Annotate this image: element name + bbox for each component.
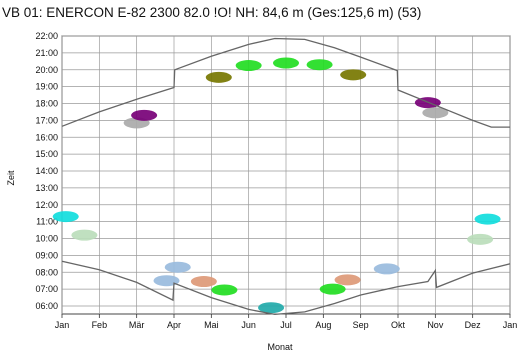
y-tick-label: 15:00	[35, 149, 58, 159]
x-tick-label: Nov	[427, 320, 444, 330]
shadow-blob	[258, 302, 285, 314]
shadow-blob	[71, 229, 98, 241]
y-tick-label: 09:00	[35, 250, 58, 260]
shadow-blob	[334, 274, 361, 286]
x-tick-label: Feb	[92, 320, 108, 330]
sunset-curve	[61, 37, 510, 128]
y-tick-label: 14:00	[35, 166, 58, 176]
y-tick-label: 06:00	[35, 301, 58, 311]
x-tick-label: Sep	[353, 320, 369, 330]
y-tick-label: 19:00	[35, 82, 58, 92]
shadow-blob	[190, 276, 217, 288]
y-tick-label: 07:00	[35, 284, 58, 294]
y-axis-label: Zeit	[6, 170, 16, 186]
x-tick-label: Jan	[55, 320, 70, 330]
shadow-blob	[340, 69, 367, 81]
y-tick-label: 20:00	[35, 65, 58, 75]
shadow-blob	[131, 109, 158, 121]
x-tick-label: Mai	[204, 320, 219, 330]
shadow-blob	[422, 107, 449, 119]
x-tick-label: Jul	[280, 320, 292, 330]
y-tick-label: 16:00	[35, 132, 58, 142]
sunrise-curve	[61, 260, 511, 316]
shadow-blob	[205, 71, 232, 83]
y-tick-label: 22:00	[35, 31, 58, 41]
x-tick-label: Dez	[465, 320, 482, 330]
shadow-blob	[153, 275, 180, 287]
y-tick-label: 17:00	[35, 115, 58, 125]
y-tick-label: 13:00	[35, 183, 58, 193]
y-tick-label: 08:00	[35, 267, 58, 277]
shadow-blob	[373, 263, 400, 275]
shadow-blob	[319, 283, 346, 295]
shadow-blob	[52, 211, 79, 223]
shadow-blob	[467, 233, 494, 245]
shadow-blob	[211, 284, 238, 296]
chart-title: VB 01: ENERCON E-82 2300 82.0 !O! NH: 84…	[2, 5, 422, 20]
x-tick-label: Jun	[241, 320, 256, 330]
x-tick-label: Mär	[129, 320, 145, 330]
y-tick-label: 18:00	[35, 99, 58, 109]
shadow-blob	[273, 57, 299, 69]
y-tick-label: 21:00	[35, 48, 58, 58]
x-axis-label: Monat	[267, 342, 293, 351]
x-tick-label: Apr	[167, 320, 181, 330]
shadow-blob	[164, 261, 191, 273]
shadow-blob	[235, 60, 262, 72]
x-tick-label: Okt	[391, 320, 406, 330]
shadow-blob	[474, 213, 501, 225]
x-tick-label: Aug	[315, 320, 331, 330]
shadow-blob	[306, 59, 333, 71]
y-tick-label: 12:00	[35, 200, 58, 210]
y-tick-label: 11:00	[36, 217, 58, 227]
x-tick-label: Jan	[503, 320, 518, 330]
y-tick-label: 10:00	[35, 234, 58, 244]
